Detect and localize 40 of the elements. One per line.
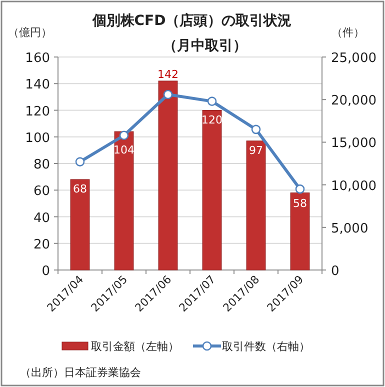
y2-tick-label: 20,000: [331, 94, 376, 109]
y-tick-label: 100: [25, 130, 50, 146]
text: （出所）日本証券業協会: [20, 366, 141, 379]
y-tick-label: 20: [33, 237, 50, 252]
y-tick-label: 80: [33, 158, 50, 172]
legend-label: 取引件数（右軸）: [222, 340, 310, 353]
y2-axis-title: （件）: [332, 26, 364, 39]
y-tick-label: 60: [33, 184, 50, 200]
chart-subtitle: （月中取引）: [163, 38, 247, 54]
y2-tick-label: 10,000: [331, 178, 376, 194]
data-label: 120: [202, 113, 222, 126]
bar: [114, 131, 134, 270]
y-tick-label: 160: [25, 51, 50, 66]
bar: [70, 179, 90, 270]
point: [295, 184, 305, 194]
y-tick-label: 0: [42, 264, 50, 279]
bar: [158, 80, 178, 270]
bar: [290, 192, 310, 270]
chart-title: 個別株CFD（店頭）の取引状況: [91, 12, 292, 29]
bar: [246, 140, 266, 270]
data-label: 104: [114, 143, 134, 156]
point: [163, 90, 173, 100]
y-tick-label: 140: [25, 78, 50, 93]
point: [119, 130, 129, 140]
y2-tick-label: 5,000: [331, 221, 368, 236]
data-label: 68: [73, 182, 87, 196]
legend-label: 取引金額（左軸）: [91, 340, 179, 353]
y-tick-label: 120: [25, 104, 50, 120]
y-axis-title: （億円）: [8, 26, 52, 39]
y2-tick-label: 0: [331, 264, 340, 279]
point: [251, 124, 261, 134]
data-label: 58: [293, 197, 307, 210]
y-tick-label: 40: [33, 210, 50, 226]
bar: [202, 110, 222, 270]
data-label: 142: [158, 68, 178, 81]
y2-tick-label: 15,000: [331, 136, 376, 152]
point: [207, 96, 217, 106]
y2-tick-label: 25,000: [331, 51, 376, 66]
data-label: 97: [249, 144, 263, 157]
point: [75, 157, 85, 166]
